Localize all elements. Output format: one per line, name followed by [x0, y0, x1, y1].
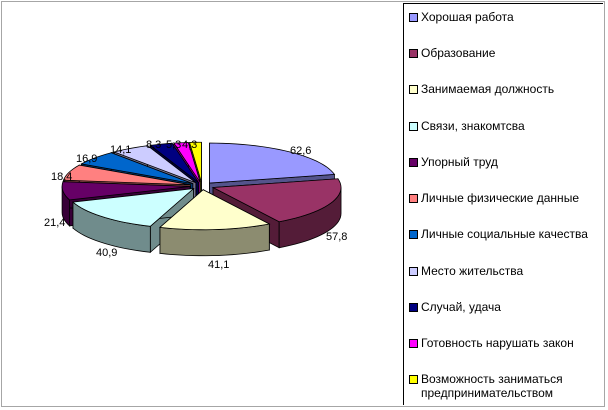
data-label-11: 4,3: [182, 139, 197, 151]
data-label-3: 41,1: [208, 259, 229, 271]
data-label-5: 21,4: [44, 217, 65, 229]
data-label-10: 5,3: [166, 139, 181, 151]
legend-label: Готовность нарушать закон: [421, 336, 574, 350]
legend-label: Случай, удача: [421, 300, 501, 314]
data-label-2: 57,8: [326, 231, 347, 243]
data-label-7: 16,9: [76, 153, 97, 165]
legend-swatch: [409, 85, 418, 94]
legend-label: Личные физические данные: [421, 191, 579, 205]
legend-swatch: [409, 49, 418, 58]
legend-label: Хорошая работа: [421, 10, 514, 24]
legend-label: Место жительства: [421, 264, 524, 278]
legend-swatch: [409, 267, 418, 276]
legend-label: Занимаемая должность: [421, 82, 555, 96]
data-label-4: 40,9: [96, 247, 117, 259]
legend: Хорошая работа Образование Занимаемая долж…: [403, 3, 603, 405]
data-label-1: 62,6: [290, 145, 311, 157]
data-label-6: 18,4: [51, 171, 72, 183]
legend-label: Возможность заниматься предпринимательст…: [421, 372, 563, 400]
legend-swatch: [409, 230, 418, 239]
legend-label: Связи, знакомтсва: [421, 119, 525, 133]
legend-swatch: [409, 13, 418, 22]
legend-swatch: [409, 194, 418, 203]
data-label-9: 8,3: [146, 139, 161, 151]
legend-swatch: [409, 158, 418, 167]
legend-label: Образование: [421, 46, 496, 60]
legend-swatch: [409, 339, 418, 348]
legend-label: Упорный труд: [421, 155, 498, 169]
data-label-8: 14,1: [110, 144, 131, 156]
legend-swatch: [409, 375, 418, 384]
legend-label: Личные социальные качества: [421, 227, 588, 241]
legend-swatch: [409, 303, 418, 312]
legend-swatch: [409, 122, 418, 131]
pie-slice-3: [159, 188, 271, 257]
